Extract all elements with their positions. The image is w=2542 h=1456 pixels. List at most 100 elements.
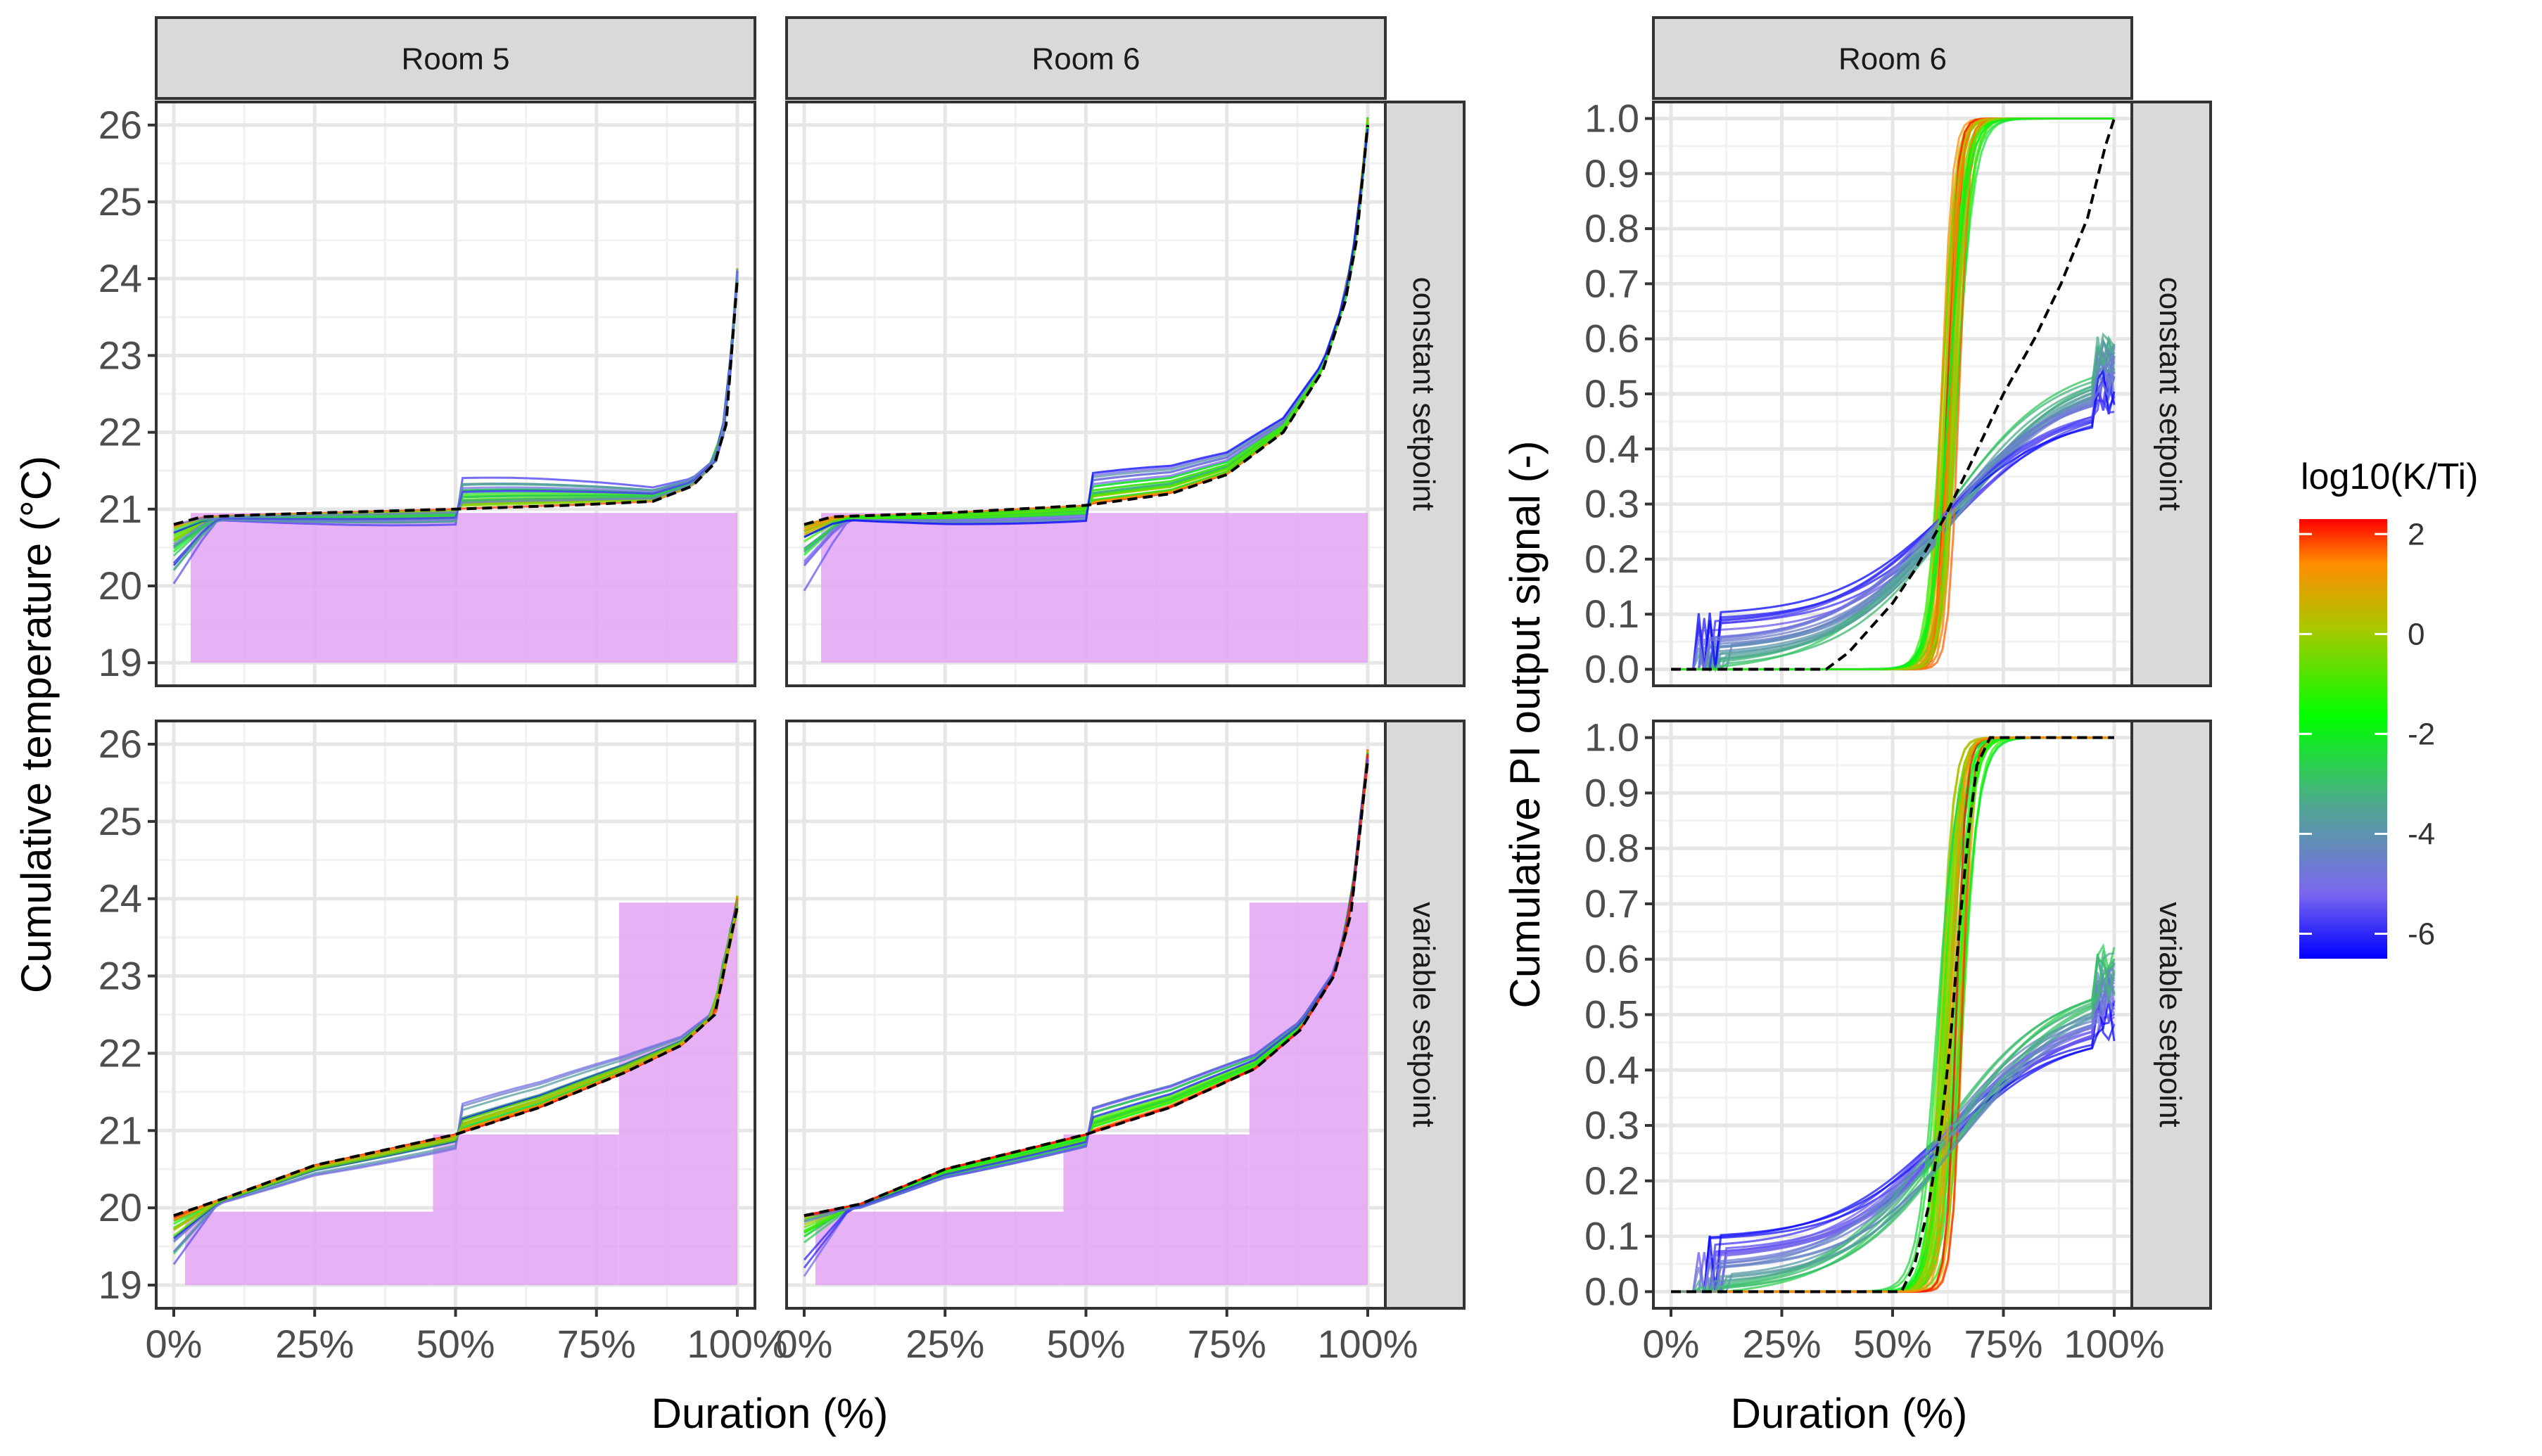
x-tick-label: 75%	[1188, 1322, 1266, 1366]
x-tick-label: 100%	[687, 1322, 787, 1366]
ensemble-line	[1671, 1000, 2116, 1293]
y-tick-label: 25	[98, 799, 142, 843]
y-tick-label: 0.1	[1584, 592, 1639, 636]
strip-variable-setpoint: variable setpoint	[1384, 720, 1466, 1310]
x-tick-label: 25%	[275, 1322, 354, 1366]
left-x-axis-title: Duration (%)	[652, 1390, 889, 1437]
ensemble-line	[803, 117, 1369, 532]
x-tick-label: 50%	[1046, 1322, 1125, 1366]
x-tick-label: 75%	[557, 1322, 636, 1366]
y-tick-label: 0.4	[1584, 1047, 1639, 1092]
strip-box	[1652, 16, 2133, 100]
legend: log10(K/Ti) 2 0 -2 -4 -6	[2299, 456, 2478, 959]
y-tick-label: 25	[98, 179, 142, 224]
setpoint-band	[191, 513, 737, 663]
ensemble-line	[1671, 399, 2115, 670]
strip-room-6: Room 6	[785, 16, 1387, 100]
y-tick-label: 19	[98, 640, 142, 684]
panel-left-room-5-variable-setpoint: 19 20 21 22 23 24 25 26 0% 25% 50% 75% 100%	[98, 720, 788, 1366]
strip-room-5: Room 5	[155, 16, 756, 100]
setpoint-band	[185, 1211, 433, 1286]
x-tick-label: 0%	[776, 1322, 833, 1366]
strip-constant-setpoint: constant setpoint	[1384, 101, 1466, 687]
x-tick-label: 50%	[1853, 1322, 1932, 1366]
setpoint-band	[1249, 902, 1368, 1286]
setpoint-band	[821, 513, 1368, 663]
x-tick-label: 25%	[905, 1322, 984, 1366]
panel-left-room-5-constant-setpoint: 19 20 21 22 23 24 25 26	[98, 101, 756, 687]
y-tick-label: 19	[98, 1263, 142, 1307]
strip-room-6: Room 6	[1652, 16, 2133, 100]
legend-colorbar	[2299, 519, 2387, 959]
y-tick-label: 0.6	[1584, 937, 1639, 981]
ensemble-line	[1671, 972, 2116, 1293]
panel-border	[155, 101, 756, 687]
x-tick-label: 25%	[1742, 1322, 1821, 1366]
left-y-axis-title: Cumulative temperature (°C)	[13, 456, 60, 993]
y-tick-label: 26	[98, 722, 142, 766]
panel-left-room-6-constant-setpoint	[785, 101, 1387, 687]
ensemble-line	[1671, 969, 2116, 1293]
ensemble-line	[803, 758, 1369, 1218]
ensemble-line	[173, 907, 739, 1237]
y-tick-label: 0.7	[1584, 881, 1639, 926]
ensemble-line	[1671, 335, 2116, 670]
ensemble-line	[1671, 117, 2114, 670]
ensemble-line	[1671, 950, 2116, 1293]
y-tick-label: 0.7	[1584, 261, 1639, 305]
ensemble-line	[173, 272, 739, 546]
strip-box	[2130, 101, 2212, 687]
facet-panels: 19 20 21 22 23 24 25 26 19 20 21 22 23 24 25 26 0% 25% 50%…	[98, 96, 2165, 1366]
strip-label: variable setpoint	[1406, 902, 1441, 1127]
y-tick-label: 0.5	[1584, 371, 1639, 416]
y-tick-label: 0.8	[1584, 206, 1639, 250]
y-tick-label: 0.4	[1584, 426, 1639, 471]
y-tick-label: 0.2	[1584, 537, 1639, 581]
ensemble-line	[1671, 340, 2116, 673]
ensemble-line	[1671, 943, 2116, 1293]
strip-box	[785, 16, 1387, 100]
ensemble-line	[172, 898, 739, 1253]
ensemble-line	[803, 128, 1369, 538]
strip-box	[155, 16, 756, 100]
y-tick-label: 23	[98, 333, 142, 377]
setpoint-band	[815, 1211, 1064, 1286]
y-tick-label: 0.3	[1584, 1103, 1639, 1147]
x-tick-label: 100%	[1317, 1322, 1418, 1366]
right-x-axis-title: Duration (%)	[1731, 1390, 1968, 1437]
setpoint-band	[433, 1134, 619, 1286]
legend-title: log10(K/Ti)	[2301, 456, 2478, 497]
ensemble-line	[1671, 963, 2116, 1293]
y-tick-label: 0.6	[1584, 317, 1639, 361]
strip-label: Room 5	[401, 42, 509, 77]
ensemble-line	[1671, 368, 2116, 670]
ensemble-line	[1671, 332, 2116, 672]
strip-label: constant setpoint	[1406, 277, 1441, 511]
y-tick-label: 20	[98, 563, 142, 608]
y-tick-label: 21	[98, 1108, 142, 1152]
x-tick-label: 75%	[1964, 1322, 2042, 1366]
right-y-axis-title: Cumulative PI output signal (-)	[1501, 440, 1549, 1008]
legend-ticks: 2 0 -2 -4 -6	[2299, 517, 2435, 951]
x-tick-label: 100%	[2064, 1322, 2164, 1366]
y-tick-label: 0.9	[1584, 151, 1639, 196]
setpoint-band	[618, 902, 737, 1286]
y-tick-label: 20	[98, 1185, 142, 1230]
x-tick-label: 50%	[416, 1322, 495, 1366]
panel-right-room-6-variable-setpoint: 0.0 0.1 0.2 0.3 0.4 0.5 0.6 0.7 0.8 0.9 1.0 0% 25% 50…	[1584, 715, 2164, 1366]
x-tick-label: 0%	[146, 1322, 203, 1366]
y-tick-label: 0.3	[1584, 482, 1639, 526]
y-tick-label: 24	[98, 256, 142, 300]
y-tick-label: 1.0	[1584, 96, 1639, 140]
reference-line	[1671, 117, 2116, 671]
panel-right-room-6-constant-setpoint: 0.0 0.1 0.2 0.3 0.4 0.5 0.6 0.7 0.8 0.9 1.0	[1584, 96, 2133, 691]
y-tick-label: 0.2	[1584, 1158, 1639, 1203]
ensemble-line	[173, 274, 739, 547]
y-tick-label: 0.1	[1584, 1214, 1639, 1258]
legend-tick-label: 0	[2408, 617, 2425, 651]
reference-line	[1671, 736, 2114, 1294]
y-tick-label: 0.0	[1584, 1269, 1639, 1313]
y-tick-label: 24	[98, 876, 142, 921]
strip-label: Room 6	[1838, 42, 1947, 77]
y-tick-label: 1.0	[1584, 715, 1639, 760]
